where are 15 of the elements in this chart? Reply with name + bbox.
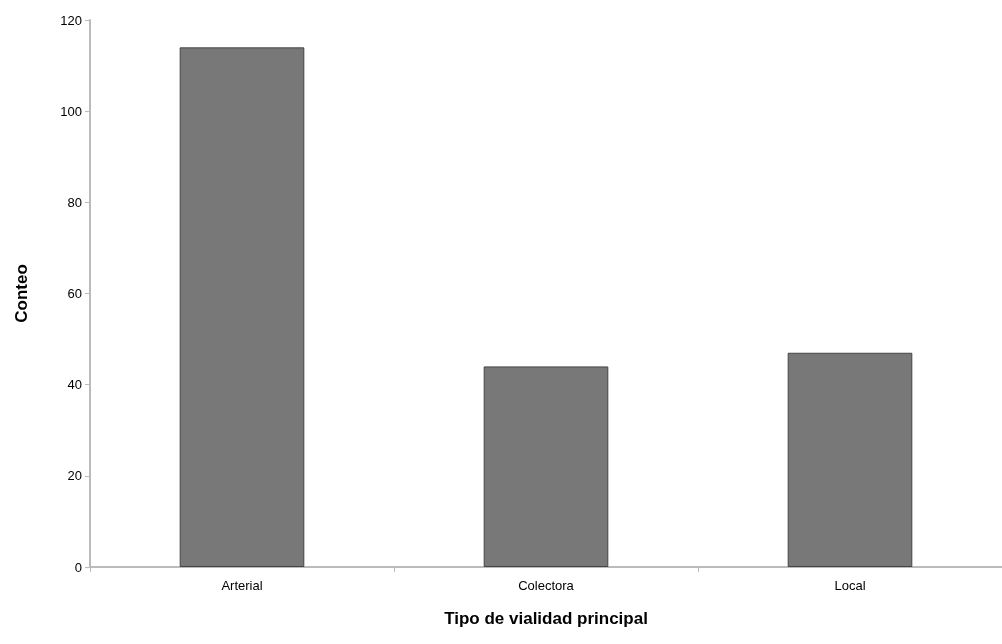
- y-tick-label: 0: [74, 559, 82, 575]
- x-tick-label: Local: [834, 578, 866, 593]
- y-tick-label: 40: [67, 377, 82, 393]
- y-tick-label: 100: [60, 103, 82, 119]
- y-tick-label: 120: [60, 12, 82, 28]
- y-tick-label: 20: [67, 468, 82, 484]
- y-tick-label: 60: [67, 286, 82, 301]
- bar: [483, 366, 609, 567]
- bar: [787, 352, 913, 567]
- bar: [179, 47, 305, 567]
- x-axis-title: Tipo de vialidad principal: [444, 609, 648, 628]
- x-tick-label: Arterial: [221, 578, 263, 593]
- y-tick-label: 80: [67, 194, 82, 210]
- y-axis-title: Conteo: [12, 264, 31, 323]
- x-tick-label: Colectora: [518, 578, 575, 593]
